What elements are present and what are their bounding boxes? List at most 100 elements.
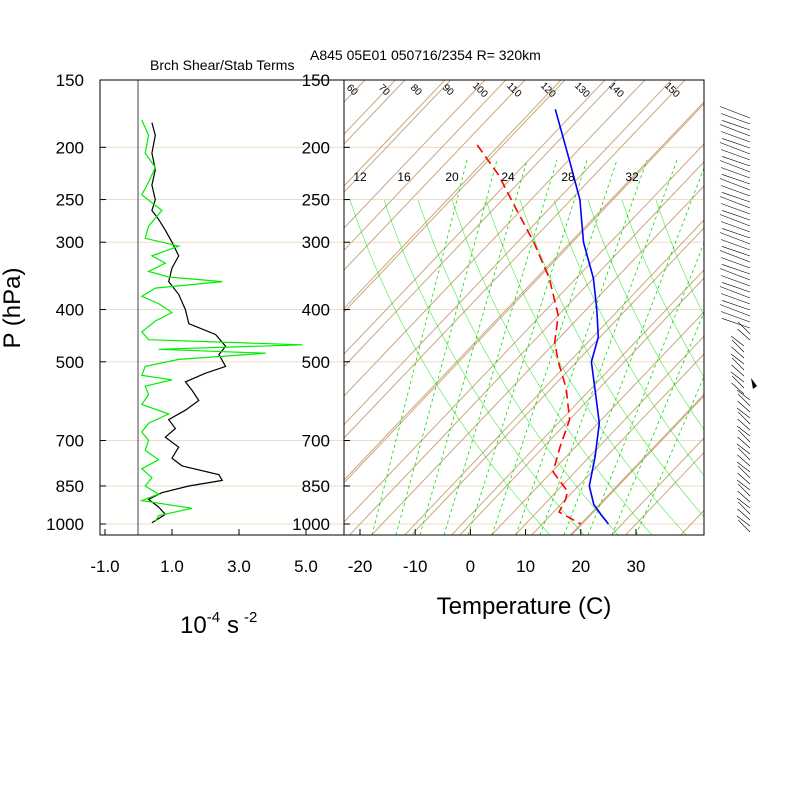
- right-x-tick-label: 0: [466, 557, 475, 576]
- wind-barb: [720, 113, 751, 125]
- right-y-tick-label: 250: [302, 191, 330, 210]
- adiabat-line: [530, 353, 704, 535]
- left-axis-ticks: 150 200 250 300 400 500 700 850 1000 -1.0 1.0 3.0 5.…: [46, 71, 318, 576]
- isotherm-line: [348, 161, 704, 535]
- wind-barb: [730, 371, 745, 383]
- wind-barb: [737, 328, 751, 341]
- isotherm-line: [569, 393, 704, 535]
- isotherm-line: [344, 80, 452, 193]
- left-unit-base: 10: [180, 612, 207, 639]
- right-y-tick-label: 400: [302, 301, 330, 320]
- wind-barb: [731, 364, 745, 377]
- wind-barb: [736, 389, 751, 401]
- adiabat-line: [370, 185, 704, 535]
- adiabat-line: [344, 80, 686, 439]
- wind-barb: [731, 357, 745, 371]
- moist-adiabat-line: [519, 199, 704, 518]
- mixing-ratio-line: [611, 311, 704, 535]
- wind-barb: [736, 407, 751, 419]
- mixing-ratio-label: 16: [397, 170, 411, 184]
- wind-barb: [720, 185, 751, 197]
- wind-barb: [737, 465, 751, 479]
- skew-grid-label: 150: [662, 80, 682, 100]
- wind-barb: [721, 264, 751, 275]
- moist-adiabat-line: [485, 199, 687, 535]
- mixing-ratio-line: [587, 241, 704, 535]
- isotherm-line: [514, 335, 704, 535]
- wind-barb: [736, 425, 751, 437]
- wind-barb: [730, 335, 745, 347]
- wind-barb-flag: [751, 378, 757, 389]
- left-unit-s: s: [227, 612, 239, 639]
- adiabat-line: [344, 80, 646, 397]
- wind-barb: [719, 268, 751, 281]
- moist-adiabat-line: [417, 199, 619, 535]
- wind-barb: [736, 479, 751, 491]
- skewt-title: A845 05E01 050716/2354 R= 320km: [310, 47, 541, 63]
- mixing-ratio-line: [563, 166, 704, 535]
- skew-grid-label: 110: [504, 81, 523, 100]
- adiabat-line: [344, 80, 486, 229]
- mixing-ratio-line: [443, 159, 558, 535]
- wind-barb: [731, 346, 745, 359]
- adiabat-line: [344, 80, 526, 271]
- wind-barb: [720, 311, 751, 323]
- wind-barb: [731, 375, 745, 389]
- wind-barb: [721, 228, 751, 239]
- wind-barb: [737, 393, 751, 407]
- left-y-tick-label: 200: [56, 138, 84, 157]
- wind-barb: [737, 411, 751, 425]
- left-y-tick-label: 400: [56, 301, 84, 320]
- right-x-tick-label: 10: [516, 557, 535, 576]
- wind-barbs: [719, 106, 757, 533]
- right-y-tick-label: 150: [302, 71, 330, 90]
- wind-barb: [721, 174, 751, 185]
- right-y-tick-label: 1000: [292, 515, 330, 534]
- wind-barb: [736, 443, 751, 455]
- left-unit-exponent-1: -4: [207, 609, 220, 626]
- mixing-ratio-line: [635, 375, 704, 535]
- wind-barb: [731, 382, 745, 395]
- wind-barb: [719, 196, 751, 209]
- mixing-ratio-line: [395, 159, 498, 535]
- moist-adiabat-line: [349, 199, 551, 535]
- isotherm-line: [344, 103, 704, 484]
- wind-barb: [737, 490, 751, 503]
- wind-barb: [737, 508, 751, 521]
- isotherm-line: [459, 277, 704, 535]
- y-axis-label: P (hPa): [0, 268, 26, 349]
- isotherm-line: [404, 219, 704, 535]
- wind-barb: [721, 246, 751, 257]
- adiabat-line: [344, 143, 704, 523]
- adiabat-line: [490, 311, 704, 535]
- wind-barb: [719, 106, 751, 119]
- left-y-tick-label: 700: [56, 432, 84, 451]
- isotherm-line: [624, 451, 704, 535]
- adiabat-line: [410, 227, 704, 535]
- wind-barb: [719, 304, 751, 317]
- left-y-tick-label: 150: [56, 71, 84, 90]
- mixing-ratio-label: 32: [625, 170, 639, 184]
- right-y-tick-label: 700: [302, 432, 330, 451]
- adiabat-line: [344, 80, 566, 313]
- wind-barb: [737, 519, 751, 533]
- wind-barb: [737, 472, 751, 485]
- mixing-ratio-label: 28: [561, 170, 575, 184]
- wind-barb: [737, 483, 751, 497]
- left-unit-label: 10-4 s -2: [180, 609, 257, 639]
- skew-grid-lines: [0, 64, 800, 538]
- wind-barb: [719, 250, 751, 263]
- wind-barb: [721, 318, 751, 329]
- right-x-tick-label: 30: [627, 557, 646, 576]
- wind-barb: [719, 232, 751, 245]
- left-x-tick-label: 5.0: [294, 557, 318, 576]
- isotherm-line: [789, 64, 800, 538]
- right-axis-ticks: 150 200 250 300 400 500 700 850 1000 -20 -10 0 10 20 3…: [292, 71, 645, 576]
- isotherm-line: [0, 64, 190, 538]
- adiabat-line: [344, 101, 704, 481]
- right-panel-frame: [343, 79, 705, 536]
- wind-barb: [719, 214, 751, 227]
- skew-grid-label: 80: [408, 82, 424, 98]
- skew-grid-label: 120: [538, 80, 558, 100]
- isotherm-line: [344, 80, 673, 426]
